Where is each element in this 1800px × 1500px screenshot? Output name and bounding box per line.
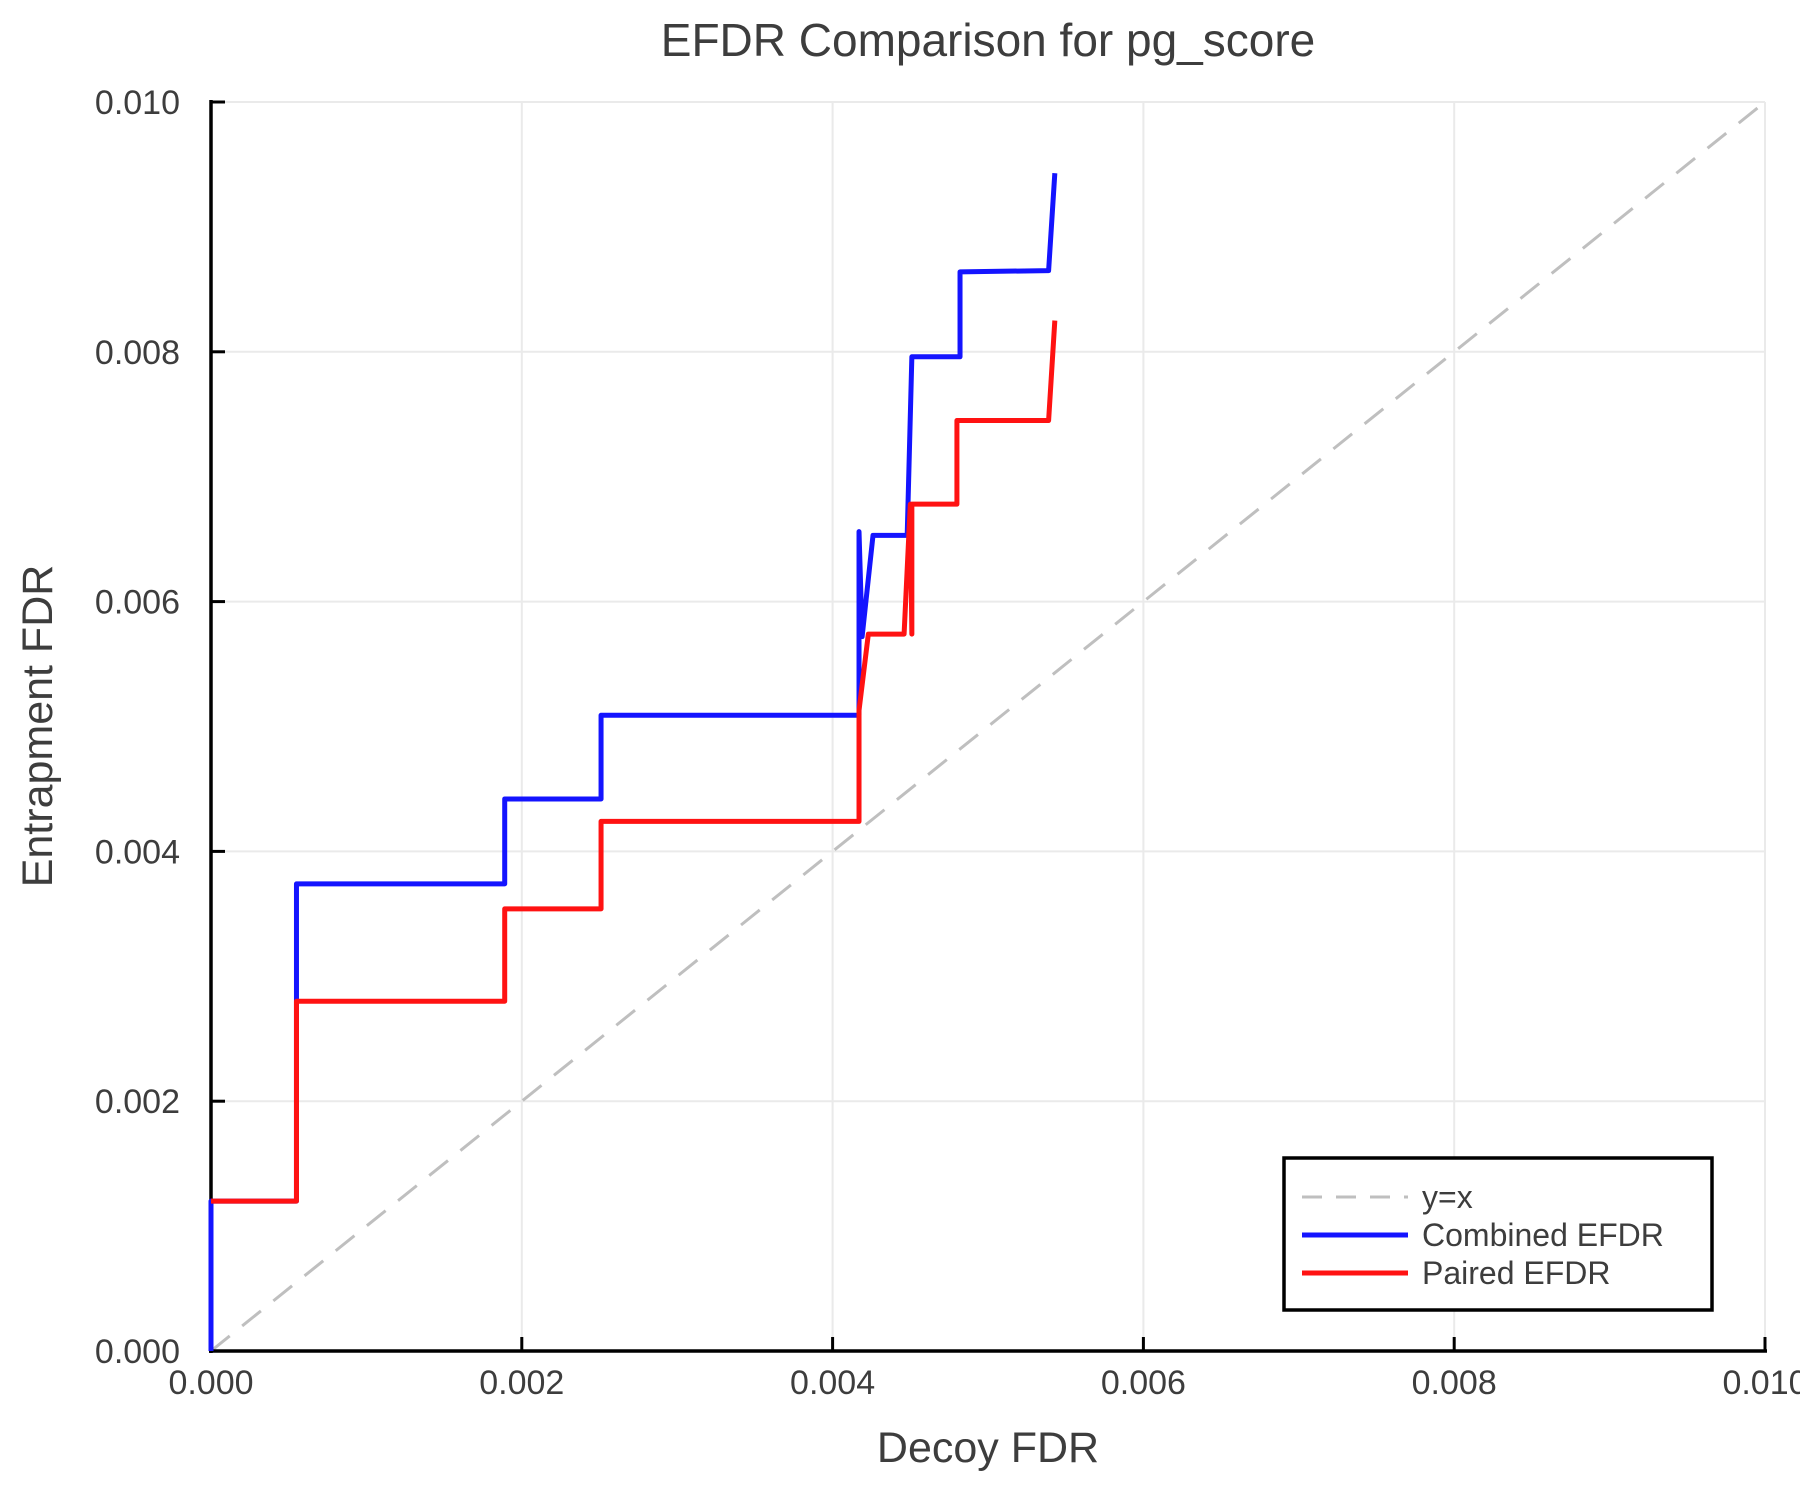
- x-tick-label: 0.002: [479, 1364, 564, 1402]
- chart-title: EFDR Comparison for pg_score: [661, 14, 1315, 66]
- x-tick-label: 0.006: [1101, 1364, 1186, 1402]
- legend-entry-combined: Combined EFDR: [1302, 1217, 1664, 1253]
- x-axis-label: Decoy FDR: [877, 1424, 1099, 1472]
- series-line-paired-efdr: [211, 320, 1058, 1204]
- y-tick-label: 0.006: [95, 584, 180, 622]
- axis-ticks: [209, 100, 1767, 1353]
- y-tick-label: 0.008: [95, 334, 180, 372]
- x-tick-label: 0.000: [168, 1364, 253, 1402]
- y-tick-label: 0.010: [95, 84, 180, 122]
- data-series: [208, 173, 1058, 1351]
- y-tick-label: 0.002: [95, 1083, 180, 1121]
- y-equals-x-line: [210, 100, 1766, 1353]
- legend-entry-yx: y=x: [1302, 1179, 1473, 1215]
- tick-labels: 0.000 0.002 0.004 0.006 0.008 0.010 0.000 0.002…: [95, 84, 1800, 1402]
- legend-label-paired: Paired EFDR: [1422, 1255, 1611, 1291]
- y-tick-label: 0.004: [95, 833, 180, 871]
- legend-label-combined: Combined EFDR: [1422, 1217, 1664, 1253]
- legend-label-yx: y=x: [1422, 1179, 1473, 1215]
- x-tick-label: 0.004: [790, 1364, 875, 1402]
- series-line-combined-efdr: [208, 173, 1058, 1351]
- y-tick-label: 0.000: [95, 1333, 180, 1371]
- axes-spines: [209, 100, 1767, 1353]
- y-equals-x-dashed-line: [210, 100, 1766, 1353]
- legend: y=x Combined EFDR Paired EFDR: [1282, 1156, 1714, 1312]
- x-tick-label: 0.010: [1722, 1364, 1800, 1402]
- x-tick-label: 0.008: [1412, 1364, 1497, 1402]
- legend-entry-paired: Paired EFDR: [1302, 1255, 1611, 1291]
- y-axis-label: Entrapment FDR: [14, 565, 62, 888]
